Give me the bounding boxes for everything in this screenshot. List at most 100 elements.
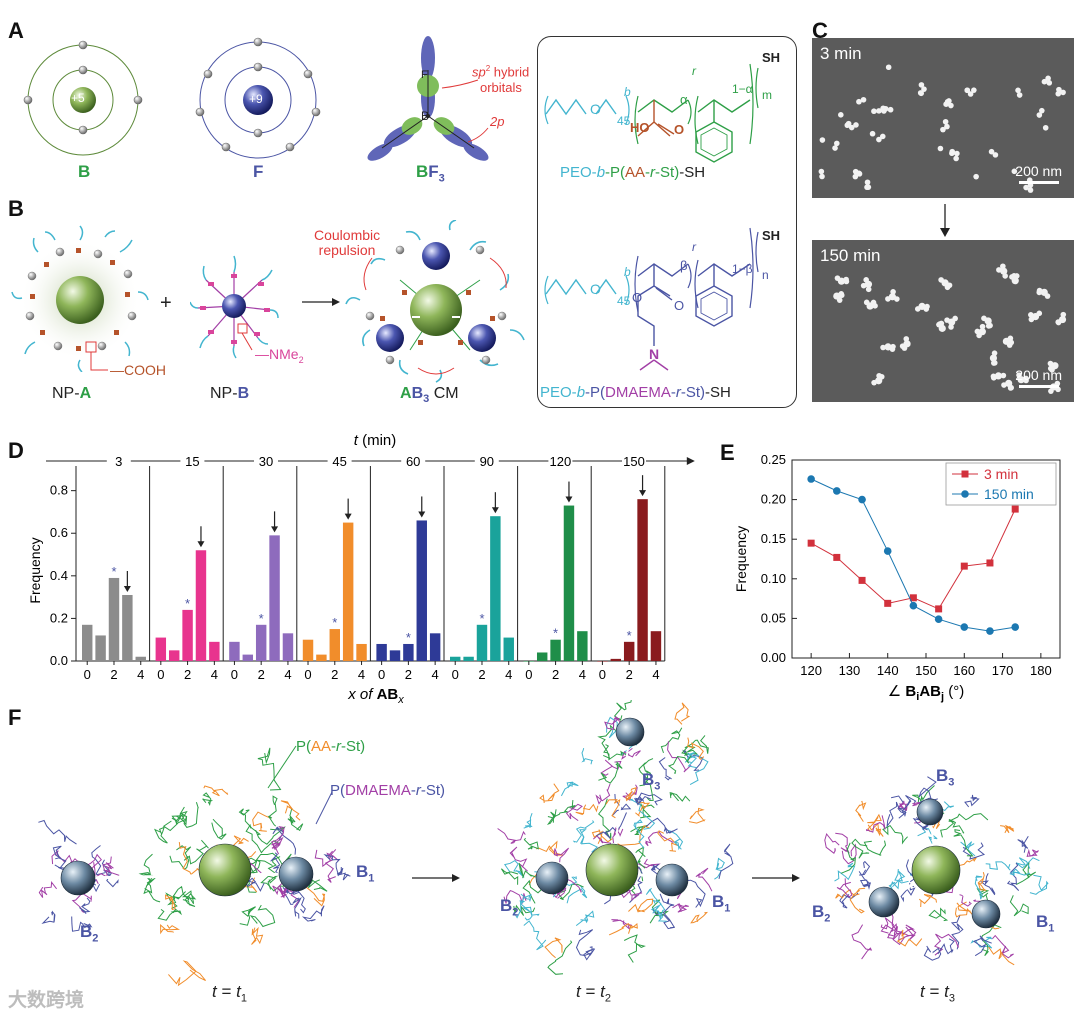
- polymer-chain: [252, 811, 271, 832]
- polymer-chain: [841, 843, 857, 865]
- polymer-chain: [886, 801, 907, 828]
- chart-d-time-label-bg: [180, 455, 205, 469]
- polymer-chain: [286, 883, 306, 914]
- polymer-chain: [988, 946, 1015, 966]
- chart-e-angle-distribution: 0.00 0.05 0.10 0.15 0.20 0.25 120 130 140 150 160 1…: [733, 452, 1061, 703]
- boron-label: B: [78, 162, 91, 181]
- pd-p5: -St): [420, 782, 446, 799]
- f3-b1-label: B1: [1036, 912, 1054, 934]
- sem-particle: [940, 126, 946, 133]
- chart-d-bar: [476, 624, 488, 661]
- chart-d-bar: [302, 639, 314, 661]
- sem-particle: [973, 173, 979, 180]
- f1-pd-pointer: [315, 791, 333, 825]
- polymer-chain: [305, 886, 326, 907]
- f-arrow-1-head: [452, 874, 460, 882]
- time-label-t3: t = t3: [920, 982, 955, 1004]
- polymer-chain: [544, 937, 563, 959]
- fluorine-label: F: [253, 162, 264, 181]
- chem2-beta: β: [680, 258, 688, 273]
- polymer-chain: [267, 795, 278, 827]
- chart-e-xtick-label: 160: [953, 663, 975, 678]
- chart-e-series-line: [810, 508, 1016, 610]
- sem-particle: [843, 276, 849, 283]
- chart-d-xtick-label: 4: [579, 667, 586, 682]
- chart-e-xtick-label: 140: [877, 663, 899, 678]
- polymer-chain: [977, 872, 987, 891]
- chart-d-xtick-label: 4: [211, 667, 218, 682]
- sem-particle: [1036, 112, 1043, 118]
- polymer-chain: [851, 838, 870, 859]
- sem-particle: [936, 321, 942, 328]
- fluorine-charge: +9: [249, 92, 263, 106]
- chart-e-point: [986, 627, 994, 635]
- polymer-chain: [245, 823, 280, 854]
- sem-particle: [863, 277, 869, 283]
- polymer-chain: [523, 837, 539, 850]
- chart-d-bar: [376, 643, 387, 661]
- polymer-chain: [1015, 857, 1040, 869]
- chart-e-point: [960, 562, 968, 570]
- chem2-one-beta: 1−β: [732, 262, 753, 276]
- chart-e-xlabel-part: B: [930, 683, 941, 700]
- pn1-p4: AA: [625, 164, 646, 181]
- chart-d-time-label-bg: [622, 455, 646, 469]
- sem-particle: [856, 98, 862, 105]
- chart-d-xtick-label: 4: [432, 667, 439, 682]
- polymer-chain: [143, 878, 161, 903]
- sem-particle: [1008, 384, 1014, 391]
- t3-eq: =: [924, 982, 945, 1001]
- chart-d-xtick-label: 0: [231, 667, 238, 682]
- sem-particle: [899, 343, 906, 349]
- polymer-chain: [882, 824, 908, 845]
- sem-particle: [1028, 311, 1034, 318]
- sem-particle: [989, 354, 998, 362]
- annotation-sp2-part2: hybrid: [490, 64, 530, 80]
- polymer-chain: [667, 740, 692, 773]
- chart-e-xlabel: ∠ BiABj (°): [888, 683, 964, 703]
- pa-p1: P(: [296, 738, 311, 755]
- polymer-chain: [52, 845, 67, 869]
- chart-d-star: *: [479, 611, 484, 626]
- chart-e-point: [986, 559, 994, 567]
- chart-d-ytick-label: 0.0: [50, 653, 68, 668]
- polymer-chain: [640, 803, 655, 819]
- polymer-chain: [565, 803, 583, 822]
- chart-d-arrow-head: [197, 541, 205, 548]
- polymer-chain: [255, 826, 286, 845]
- polymer-chain: [880, 923, 906, 946]
- polymer-chain: [992, 934, 1014, 959]
- polymer-chain: [280, 800, 301, 821]
- annotation-2p: 2p: [490, 114, 505, 129]
- pa-p5: -St): [341, 738, 366, 755]
- time-label-t2: t = t2: [576, 982, 611, 1004]
- polymer-structures-box: [537, 36, 797, 408]
- sem-scale-line-150min: [1018, 385, 1059, 388]
- polymer-chain: [1017, 835, 1029, 853]
- chart-d-star: *: [332, 615, 337, 630]
- sem-particle: [860, 96, 867, 103]
- chart-d-time-label-bg: [474, 455, 499, 469]
- annotation-sp2: sp2 hybrid: [472, 64, 529, 79]
- chart-e-point: [858, 495, 866, 504]
- t1-sub: 1: [240, 992, 247, 1005]
- pn2-p7: -St): [680, 384, 706, 401]
- chart-d-xtick-label: 4: [505, 667, 512, 682]
- sem-particle: [1002, 273, 1008, 279]
- chart-e-xlabel-part: i: [916, 691, 919, 703]
- sem-particle: [948, 102, 954, 109]
- polymer-chain: [718, 843, 734, 880]
- sem-particle: [879, 133, 886, 140]
- f2-b2-label: B2: [500, 896, 518, 918]
- sem-particle: [876, 108, 882, 114]
- polymer-chain: [180, 802, 199, 828]
- np-b-particle: [190, 255, 279, 359]
- polymer-chain: [598, 798, 612, 841]
- pd-p1: P(: [330, 782, 345, 799]
- sem-particle: [852, 173, 859, 180]
- polymer-chain: [165, 891, 186, 909]
- polymer-chain: [513, 904, 536, 916]
- chart-d-bar: [610, 658, 622, 661]
- sem-particle: [1048, 388, 1054, 394]
- sem-particle: [1044, 293, 1051, 299]
